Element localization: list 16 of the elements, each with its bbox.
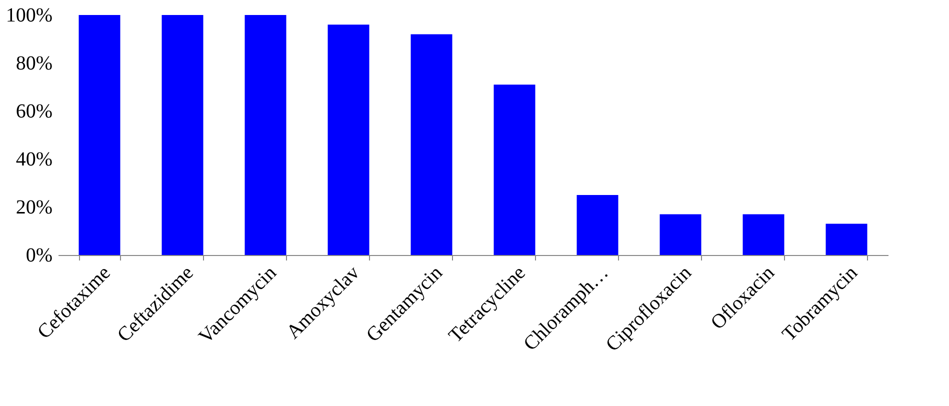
- y-tick-label: 20%: [16, 196, 52, 218]
- bar: [826, 224, 868, 255]
- bar: [410, 34, 452, 255]
- bar: [660, 214, 702, 255]
- bar: [244, 15, 286, 255]
- bar: [494, 84, 536, 255]
- y-tick-label: 0%: [26, 244, 52, 266]
- y-tick-label: 100%: [6, 4, 52, 26]
- bar: [742, 214, 784, 255]
- bar: [328, 24, 370, 255]
- bar: [78, 15, 120, 255]
- bar: [162, 15, 204, 255]
- y-tick-label: 60%: [16, 100, 52, 122]
- y-tick-label: 80%: [16, 52, 52, 74]
- y-tick-label: 40%: [16, 148, 52, 170]
- bar: [576, 195, 618, 255]
